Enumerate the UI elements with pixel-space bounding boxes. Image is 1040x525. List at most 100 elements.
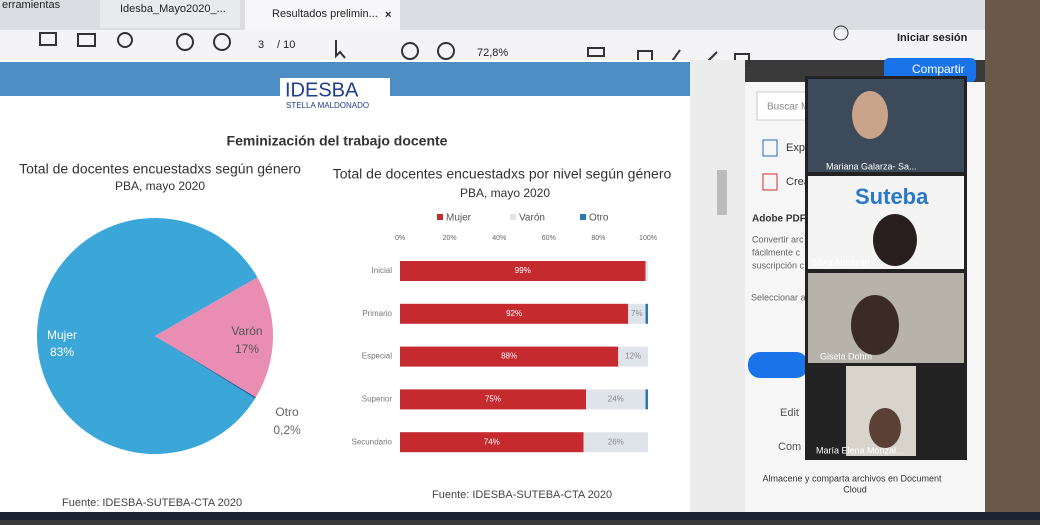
bar-segment xyxy=(400,303,629,324)
logo-box xyxy=(280,78,390,118)
bar-value-label: 88% xyxy=(501,352,517,361)
tab-label[interactable]: Idesba_Mayo2020_... xyxy=(120,3,226,15)
promo-line: Convertir arc xyxy=(752,234,804,244)
pie-value: 17% xyxy=(235,342,259,356)
bar-value-label: 7% xyxy=(631,309,643,318)
tab-label[interactable]: erramientas xyxy=(2,0,61,11)
help-icon[interactable] xyxy=(833,25,849,41)
bar-value-label: 26% xyxy=(608,437,624,446)
x-tick-label: 20% xyxy=(443,235,457,242)
zoom[interactable]: 72,8% xyxy=(477,47,508,59)
sidebar-item[interactable]: Crea xyxy=(786,176,811,188)
source: Fuente: IDESBA-SUTEBA-CTA 2020 xyxy=(432,489,612,501)
bar-value-label: 99% xyxy=(515,266,531,275)
pie-value: 0,2% xyxy=(273,423,301,437)
promo-title: Adobe PDF xyxy=(752,214,806,225)
pie-slice xyxy=(155,336,256,399)
share-label[interactable]: Compartir xyxy=(912,62,965,76)
legend-swatch xyxy=(580,214,586,220)
select[interactable]: Seleccionar a xyxy=(751,292,806,302)
legend-swatch xyxy=(510,214,516,220)
bar-value-label: 24% xyxy=(608,395,624,404)
heading: Feminización del trabajo docente xyxy=(227,133,448,149)
chart-subtitle: PBA, mayo 2020 xyxy=(115,179,205,193)
x-tick-label: 0% xyxy=(395,235,405,242)
logo: Suteba xyxy=(855,184,929,209)
frame xyxy=(985,0,1040,520)
bar-segment xyxy=(400,261,646,281)
scrollbar[interactable] xyxy=(717,170,727,215)
y-tick-label: Secundario xyxy=(352,437,393,446)
sign-in[interactable]: Iniciar sesión xyxy=(897,32,968,44)
participant-name: Gisela Dohm xyxy=(820,351,872,361)
sidebar-item[interactable]: Exp xyxy=(786,142,805,154)
participant-name: Mariana Galarza- Sa... xyxy=(826,161,917,171)
promo-line: suscripción c xyxy=(752,260,805,270)
tool[interactable]: Com xyxy=(778,441,801,453)
tab-close[interactable]: × xyxy=(385,9,391,21)
tab-label[interactable]: Resultados prelimin... xyxy=(272,8,378,20)
x-tick-label: 80% xyxy=(591,235,605,242)
bar-value-label: 92% xyxy=(506,309,522,318)
bar-segment xyxy=(586,389,646,410)
participant-name: María Elena Monzal... xyxy=(816,445,904,455)
bar-segment xyxy=(400,389,586,410)
face xyxy=(851,295,899,355)
y-tick-label: Superior xyxy=(362,395,393,404)
search[interactable]: Buscar M xyxy=(767,102,809,113)
page-total: / 10 xyxy=(277,39,295,51)
bar-value-label: 12% xyxy=(625,352,641,361)
toolbar xyxy=(0,30,1040,60)
participant-name: Silvia Almazán xyxy=(811,257,870,267)
y-tick-label: Especial xyxy=(362,352,392,361)
promo-line: fácilmente c xyxy=(752,247,801,257)
gutter xyxy=(690,60,745,512)
bar-segment xyxy=(583,432,648,453)
pie-value: 83% xyxy=(50,345,74,359)
chart-title: Total de docentes encuestadxs por nivel … xyxy=(333,166,672,182)
chart-title: Total de docentes encuestadxs según géne… xyxy=(19,161,301,177)
x-tick-label: 100% xyxy=(639,235,657,242)
taskbar xyxy=(0,512,1040,520)
pie-label: Mujer xyxy=(47,328,77,342)
bar-segment xyxy=(628,303,646,324)
face xyxy=(869,408,901,448)
tool[interactable]: Edit xyxy=(780,407,799,419)
logo-sub: STELLA MALDONADO xyxy=(286,101,369,110)
pie-slice xyxy=(36,218,258,454)
pie-label: Varón xyxy=(231,324,262,338)
legend-label: Mujer xyxy=(446,213,472,224)
bar-segment xyxy=(400,432,584,453)
bar-value-label: 75% xyxy=(485,395,501,404)
bar-segment xyxy=(645,389,648,410)
legend-label: Varón xyxy=(519,213,545,224)
face xyxy=(852,91,888,139)
icon xyxy=(762,139,778,157)
legend-label: Otro xyxy=(589,213,609,224)
source: Fuente: IDESBA-SUTEBA-CTA 2020 xyxy=(62,497,242,509)
pie-slice xyxy=(155,277,274,398)
tab[interactable] xyxy=(100,0,240,28)
y-tick-label: Inicial xyxy=(372,266,393,275)
icon xyxy=(762,173,778,191)
x-tick-label: 40% xyxy=(492,235,506,242)
logo: IDESBA xyxy=(285,79,359,101)
tab-active[interactable] xyxy=(245,0,400,30)
pie-label: Otro xyxy=(275,405,299,419)
bar-segment xyxy=(400,346,619,367)
bar-segment xyxy=(645,261,648,281)
chart-subtitle: PBA, mayo 2020 xyxy=(460,186,550,200)
y-tick-label: Primario xyxy=(362,309,392,318)
footer: Cloud xyxy=(843,484,867,494)
face xyxy=(873,214,917,266)
bar-segment xyxy=(618,346,648,367)
bar-value-label: 74% xyxy=(484,437,500,446)
button[interactable] xyxy=(748,352,808,378)
x-tick-label: 60% xyxy=(542,235,556,242)
footer: Almacene y comparta archivos en Document xyxy=(762,473,942,483)
bar-segment xyxy=(645,303,648,324)
legend-swatch xyxy=(437,214,443,220)
page-number[interactable]: 3 xyxy=(258,39,264,51)
